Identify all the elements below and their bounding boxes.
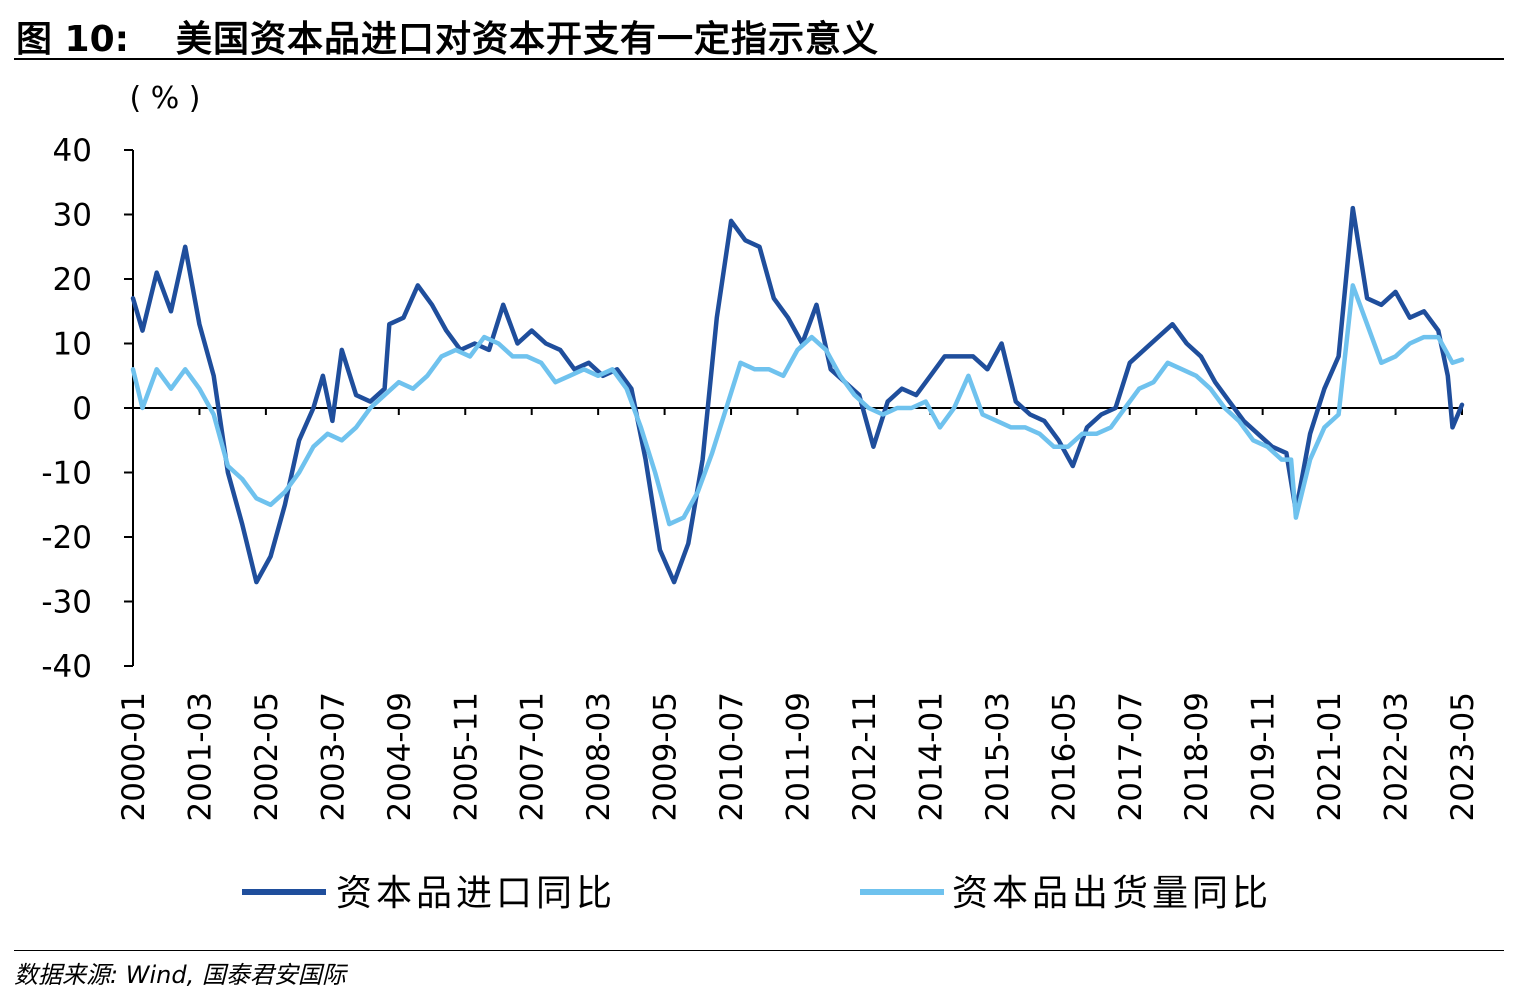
y-tick-label: 30 <box>53 198 92 234</box>
x-tick-label: 2007-01 <box>515 692 551 822</box>
x-tick-label: 2018-09 <box>1179 692 1215 822</box>
x-tick-label: 2015-03 <box>980 692 1016 822</box>
x-tick-label: 2023-05 <box>1445 692 1481 822</box>
figure-title: 美国资本品进口对资本开支有一定指示意义 <box>176 18 880 60</box>
y-tick-label: 10 <box>53 327 92 363</box>
x-tick-label: 2014-01 <box>913 692 949 822</box>
x-tick-label: 2019-11 <box>1246 692 1282 822</box>
y-tick-label: -20 <box>41 520 92 556</box>
source-text: Wind, 国泰君安国际 <box>125 961 346 989</box>
y-tick-label: -10 <box>41 456 92 492</box>
x-tick-label: 2010-07 <box>714 692 750 822</box>
legend-label-2: 资本品出货量同比 <box>952 873 1272 914</box>
x-tick-label: 2005-11 <box>448 692 484 822</box>
x-tick-label: 2003-07 <box>315 692 351 822</box>
legend-label-1: 资本品进口同比 <box>336 873 616 914</box>
x-tick-label: 2012-11 <box>847 692 883 822</box>
source-label: 数据来源: <box>14 961 119 989</box>
x-tick-label: 2016-05 <box>1046 692 1082 822</box>
x-tick-label: 2004-09 <box>382 692 418 822</box>
y-tick-label: 0 <box>72 391 92 427</box>
y-tick-label: -30 <box>41 585 92 621</box>
x-tick-label: 2009-05 <box>648 692 684 822</box>
source-note: 数据来源: Wind, 国泰君安国际 <box>14 955 346 990</box>
y-tick-label: 40 <box>53 133 92 169</box>
x-tick-label: 2002-05 <box>249 692 285 822</box>
x-tick-label: 2001-03 <box>182 692 218 822</box>
x-tick-label: 2011-09 <box>781 692 817 822</box>
x-tick-label: 2008-03 <box>581 692 617 822</box>
y-unit-label: ( % ) <box>130 81 201 116</box>
figure-header: 图 10: 美国资本品进口对资本开支有一定指示意义 <box>14 6 1504 60</box>
figure-label: 图 10: <box>16 19 130 60</box>
y-tick-label: 20 <box>53 262 92 298</box>
y-tick-label: -40 <box>41 649 92 685</box>
x-tick-label: 2021-01 <box>1312 692 1348 822</box>
x-tick-label: 2022-03 <box>1379 692 1415 822</box>
x-tick-label: 2000-01 <box>116 692 152 822</box>
x-tick-label: 2017-07 <box>1113 692 1149 822</box>
source-divider <box>14 950 1504 951</box>
series-line-1 <box>130 205 1465 585</box>
series-line-2 <box>130 283 1465 527</box>
